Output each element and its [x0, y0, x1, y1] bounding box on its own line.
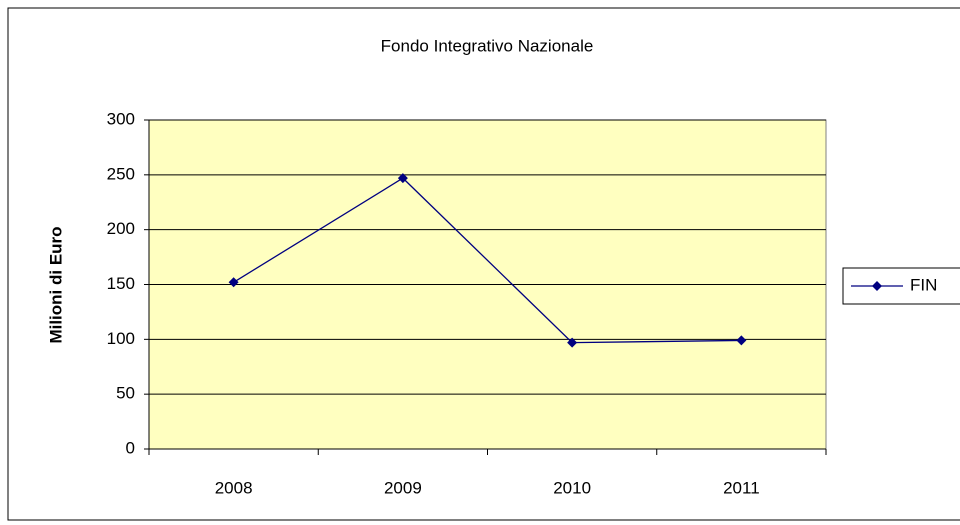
data-point — [736, 335, 747, 346]
x-tick-label: 2011 — [723, 478, 760, 497]
x-tick-label: 2010 — [553, 478, 591, 497]
series-line — [233, 177, 742, 344]
x-tick-label: 2009 — [384, 478, 422, 497]
y-tick-label: 300 — [107, 109, 135, 128]
legend-label: FIN — [910, 275, 937, 294]
y-tick-label: 50 — [116, 384, 135, 403]
x-tick-label: 2008 — [215, 478, 253, 497]
data-point — [397, 173, 408, 184]
y-axis-label: Milioni di Euro — [46, 226, 65, 343]
data-point — [228, 277, 239, 288]
y-tick-label: 150 — [107, 274, 135, 293]
y-tick-label: 100 — [107, 329, 135, 348]
y-tick-label: 0 — [126, 438, 135, 457]
data-point — [567, 337, 578, 348]
legend-marker — [872, 281, 882, 291]
chart-title: Fondo Integrativo Nazionale — [381, 36, 594, 55]
y-tick-label: 250 — [107, 164, 135, 183]
y-tick-label: 200 — [107, 219, 135, 238]
